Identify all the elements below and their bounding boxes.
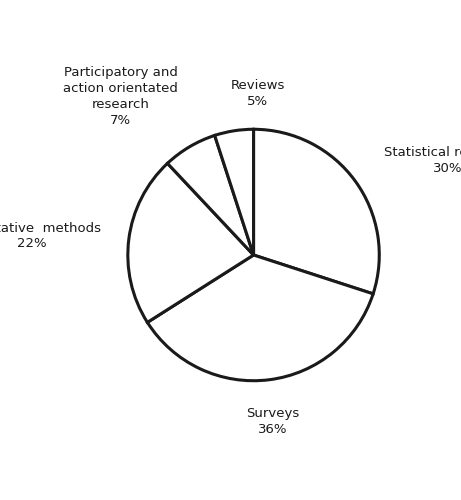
Text: Participatory and
action orientated
research
7%: Participatory and action orientated rese… — [63, 66, 178, 128]
Wedge shape — [215, 130, 254, 255]
Text: Statistical registers
30%: Statistical registers 30% — [384, 146, 461, 175]
Wedge shape — [254, 130, 379, 294]
Text: Reviews
5%: Reviews 5% — [230, 80, 285, 108]
Wedge shape — [167, 136, 254, 255]
Wedge shape — [148, 255, 373, 380]
Wedge shape — [128, 164, 254, 322]
Text: Surveys
36%: Surveys 36% — [246, 407, 299, 436]
Text: Qualitative  methods
22%: Qualitative methods 22% — [0, 222, 101, 250]
